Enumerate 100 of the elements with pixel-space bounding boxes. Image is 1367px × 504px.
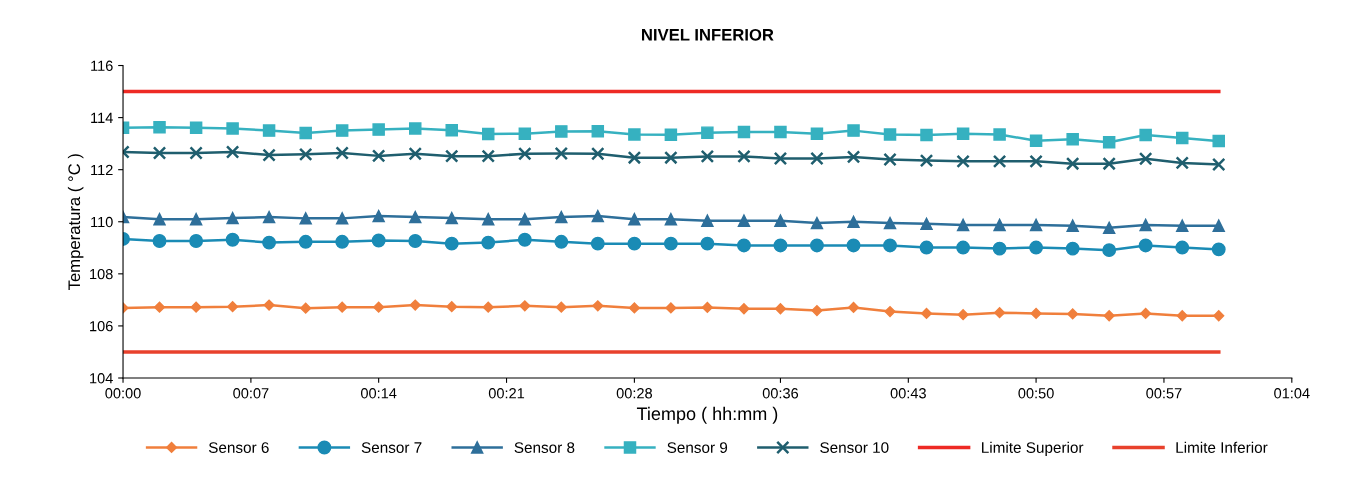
point: [153, 301, 166, 313]
point: [920, 307, 933, 320]
point: [298, 234, 313, 249]
point: [810, 151, 824, 166]
point: [335, 146, 349, 160]
y-tick-label: 108: [90, 268, 113, 280]
point: [518, 146, 532, 161]
point: [883, 128, 897, 141]
point: [1066, 132, 1079, 146]
point: [262, 235, 277, 250]
point: [555, 210, 568, 224]
point: [701, 126, 714, 139]
y-tick-label: 116: [91, 60, 113, 71]
point: [481, 149, 496, 163]
point: [189, 234, 204, 248]
point: [335, 124, 349, 137]
point: [445, 211, 458, 225]
point: [920, 217, 933, 231]
point: [371, 233, 386, 248]
point: [1029, 154, 1043, 169]
legend-label: Limite Superior: [982, 441, 1084, 456]
point: [263, 299, 275, 311]
legend-label: Sensor 7: [361, 442, 422, 453]
point: [628, 212, 641, 226]
x-tick-label: 00:50: [1018, 388, 1054, 399]
point: [446, 301, 458, 313]
point: [956, 154, 970, 169]
point: [1211, 242, 1226, 257]
y-tick-label: 104: [90, 373, 113, 384]
chart-title: NIVEL INFERIOR: [642, 28, 774, 41]
point: [373, 301, 385, 313]
point: [920, 128, 933, 142]
point: [481, 235, 496, 250]
point: [590, 236, 605, 251]
point: [481, 212, 495, 226]
point: [335, 234, 350, 249]
point: [1212, 134, 1225, 148]
point: [1138, 238, 1153, 253]
point: [627, 150, 642, 165]
point: [1213, 310, 1225, 322]
x-axis-title: Tiempo ( hh:mm ): [636, 406, 778, 424]
legend-label: Sensor 6: [208, 442, 269, 453]
point: [701, 214, 714, 227]
point: [444, 149, 459, 163]
point: [372, 123, 385, 136]
point: [1140, 307, 1152, 320]
point: [700, 236, 715, 251]
x-tick-label: 00:07: [233, 388, 269, 399]
y-tick-label: 114: [91, 112, 113, 123]
point: [1102, 136, 1116, 149]
point: [883, 152, 897, 167]
point: [1065, 241, 1080, 256]
point: [189, 212, 203, 226]
point: [153, 120, 166, 134]
point: [810, 216, 824, 230]
point: [774, 214, 787, 227]
y-tick-label: 106: [90, 321, 113, 332]
point: [884, 305, 896, 318]
point: [409, 210, 422, 224]
point: [774, 303, 787, 315]
point: [810, 127, 824, 140]
point: [1102, 221, 1116, 234]
point: [152, 234, 167, 248]
point: [591, 209, 605, 223]
point: [517, 232, 532, 247]
point: [226, 122, 239, 135]
point: [811, 304, 823, 317]
point: [1067, 308, 1079, 320]
point: [701, 301, 713, 314]
legend-label: Limite Inferior: [1176, 441, 1268, 453]
y-axis-title: Temperatura ( °C ): [67, 154, 84, 290]
point: [1066, 219, 1079, 232]
point: [518, 212, 532, 226]
point: [1211, 157, 1226, 172]
point: [372, 209, 385, 223]
legend-label: Sensor 10: [820, 442, 889, 453]
point: [225, 232, 240, 247]
x-tick-label: 00:21: [488, 388, 525, 399]
point: [992, 241, 1007, 256]
point: [335, 212, 349, 225]
point: [1139, 128, 1152, 142]
point: [700, 149, 715, 164]
point: [518, 127, 532, 140]
point: [591, 124, 605, 138]
point: [445, 124, 458, 137]
point: [665, 302, 677, 314]
point: [1175, 156, 1190, 170]
point: [1029, 218, 1043, 232]
point: [919, 153, 934, 168]
point: [1212, 219, 1225, 232]
point: [737, 238, 751, 253]
point: [846, 150, 861, 164]
point: [1102, 156, 1116, 171]
point: [1138, 151, 1153, 166]
point: [153, 212, 166, 226]
point: [738, 303, 750, 315]
point: [190, 301, 202, 313]
point: [664, 150, 678, 165]
point: [519, 300, 531, 312]
point: [226, 301, 239, 313]
